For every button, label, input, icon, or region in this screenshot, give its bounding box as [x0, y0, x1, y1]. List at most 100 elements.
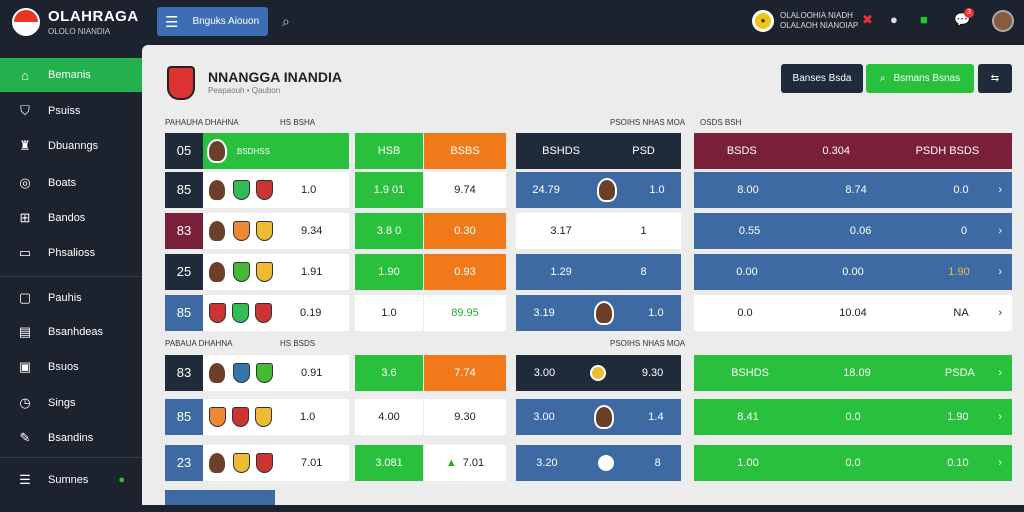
right-row[interactable]: BSDS 0.304 PSDH BSDS	[694, 133, 1012, 169]
right-row[interactable]: 1.00 0.0 0.10 ›	[694, 445, 1012, 481]
right-row[interactable]: BSHDS 18.09 PSDA ›	[694, 355, 1012, 391]
odds-cell[interactable]: HSB	[355, 133, 423, 169]
sidebar-item-label: Bsandins	[48, 432, 94, 444]
sidebar-item-bandos[interactable]: ⊞ Bandos	[0, 201, 142, 235]
row-number: 85	[165, 172, 203, 208]
sidebar-item-dbuanngs[interactable]: ♜ Dbuanngs	[0, 129, 142, 163]
odds-cell[interactable]: BSBS	[424, 133, 506, 169]
table-row[interactable]: 25 1.91	[165, 254, 349, 290]
sidebar-item-phsalioss[interactable]: ▭ Phsalioss	[0, 236, 142, 270]
app-logo[interactable]: OLAHRAGA OLOLO NIANDIA	[12, 8, 139, 36]
mid-row[interactable]: 24.79 1.0	[516, 172, 681, 208]
user-badge[interactable]: ● OLALOOHIA NIADH OLALAOH NIANOIAP	[752, 10, 858, 32]
right-row[interactable]: 8.00 8.74 0.0 ›	[694, 172, 1012, 208]
row-number: 85	[165, 399, 203, 435]
team-crest-icon	[256, 453, 273, 473]
right-row[interactable]: 0.0 10.04 NA ›	[694, 295, 1012, 331]
mid-row[interactable]: 3.00 9.30	[516, 355, 681, 391]
settings-button[interactable]: ⇆	[978, 64, 1012, 93]
odds-cell[interactable]: 9.74	[424, 172, 506, 208]
mid-row[interactable]: 3.00 1.4	[516, 399, 681, 435]
sidebar-item-sumnes[interactable]: ☰ Sumnes ●	[0, 463, 142, 497]
odds-cell[interactable]: 3.8 0	[355, 213, 423, 249]
pin-icon[interactable]: ✖	[862, 12, 873, 27]
sidebar-item-pauhis[interactable]: ▢ Pauhis	[0, 281, 142, 315]
mid-row[interactable]: 3.20 8	[516, 445, 681, 481]
right-cell-b: 10.04	[839, 307, 867, 319]
bell-icon[interactable]: ●	[890, 12, 898, 27]
sidebar-item-label: Boats	[48, 177, 77, 189]
mid-row[interactable]: 3.17 1	[516, 213, 681, 249]
odds-cell[interactable]: 4.00	[355, 399, 423, 435]
odds-cell[interactable]: 0.93	[424, 254, 506, 290]
section-label: PSOIHS NHAS MOA	[610, 118, 686, 127]
search-icon[interactable]: ⌕	[282, 13, 290, 29]
odds-cell[interactable]: 9.30	[424, 399, 506, 435]
dark-action-button[interactable]: Banses Bsda	[781, 64, 863, 93]
sidebar-item-bsandins[interactable]: ✎ Bsandins	[0, 421, 142, 455]
player-avatar	[207, 178, 227, 202]
chat-icon[interactable]: 💬 3	[954, 8, 974, 28]
odds-cell[interactable]: 0.30	[424, 213, 506, 249]
sidebar-item-bsanhdeas[interactable]: ▤ Bsanhdeas	[0, 315, 142, 349]
odds-cell[interactable]: 1.90	[355, 254, 423, 290]
odds-cell[interactable]: 3.6	[355, 355, 423, 391]
odds-cell[interactable]: 1.9 01	[355, 172, 423, 208]
table-row	[165, 490, 275, 505]
odds-cell[interactable]: 7.74	[424, 355, 506, 391]
right-row[interactable]: 8.41 0.0 1.90 ›	[694, 399, 1012, 435]
sidebar-item-sings[interactable]: ◷ Sings	[0, 386, 142, 420]
mid-row[interactable]: 3.19 1.0	[516, 295, 681, 331]
sidebar-item-label: Pauhis	[48, 292, 82, 304]
table-row[interactable]: 83 9.34	[165, 213, 349, 249]
team-crest-icon	[233, 453, 250, 473]
wrench-icon: ✎	[19, 430, 31, 445]
odds-cell[interactable]: 89.95	[424, 295, 506, 331]
odds-cell[interactable]: 3.081	[355, 445, 423, 481]
table-row[interactable]: 23 7.01	[165, 445, 349, 481]
green-action-button[interactable]: ⌕ Bsmans Bsnas	[866, 64, 974, 93]
sidebar-item-label: Sings	[48, 397, 76, 409]
mid-cell-b: 1.0	[649, 184, 665, 196]
status-icon[interactable]: ■	[920, 12, 928, 27]
mid-cell-b: PSD	[632, 145, 655, 157]
right-cell-b: 0.0	[845, 457, 861, 469]
sidebar-item-bemanis[interactable]: ⌂ Bemanis	[0, 58, 142, 92]
team-crest-icon	[233, 262, 250, 282]
right-cell-c: 0	[961, 225, 968, 237]
row-score: 0.91	[301, 367, 323, 379]
search-icon: ⌕	[879, 73, 886, 84]
home-icon: ⌂	[21, 67, 29, 83]
avatar[interactable]	[992, 10, 1014, 32]
table-row[interactable]: 85 0.19	[165, 295, 349, 331]
right-row[interactable]: 0.55 0.06 0 ›	[694, 213, 1012, 249]
row-number: 85	[165, 295, 203, 331]
table-row[interactable]: 05 BSDHSS	[165, 133, 349, 169]
globe-icon: ◎	[19, 175, 31, 190]
team-crest-icon	[209, 303, 226, 323]
menu-button[interactable]: ☰ Bnguks Aiouon	[157, 7, 268, 36]
table-row[interactable]: 83 0.91	[165, 355, 349, 391]
mid-row[interactable]: BSHDS PSD	[516, 133, 681, 169]
chevron-right-icon: ›	[998, 307, 1002, 319]
user-line2: OLALAOH NIANOIAP	[780, 21, 859, 30]
odds-cell[interactable]: ▲ 7.01	[424, 445, 506, 481]
row-score: 1.0	[300, 411, 316, 423]
mid-row[interactable]: 1.29 8	[516, 254, 681, 290]
top-bar: OLAHRAGA OLOLO NIANDIA ☰ Bnguks Aiouon ⌕…	[0, 0, 1024, 45]
odds-cell[interactable]: 1.0	[355, 295, 423, 331]
odds-value: 7.01	[462, 457, 485, 469]
sidebar-item-boats[interactable]: ◎ Boats	[0, 166, 142, 200]
right-row[interactable]: 0.00 0.00 1.90 ›	[694, 254, 1012, 290]
sidebar-item-bsuos[interactable]: ▣ Bsuos	[0, 350, 142, 384]
player-avatar	[207, 219, 227, 243]
table-row[interactable]: 85 1.0	[165, 399, 349, 435]
shield-icon: ⛉	[20, 103, 30, 118]
chevron-right-icon: ›	[998, 411, 1002, 423]
team-crest-icon	[255, 303, 272, 323]
table-row[interactable]: 85 1.0	[165, 172, 349, 208]
section-label: OSDS BSH	[700, 118, 742, 127]
app-title: OLAHRAGA	[48, 8, 139, 25]
right-cell-a: 0.55	[738, 225, 761, 237]
sidebar-item-psuiss[interactable]: ⛉ Psuiss	[0, 94, 142, 128]
